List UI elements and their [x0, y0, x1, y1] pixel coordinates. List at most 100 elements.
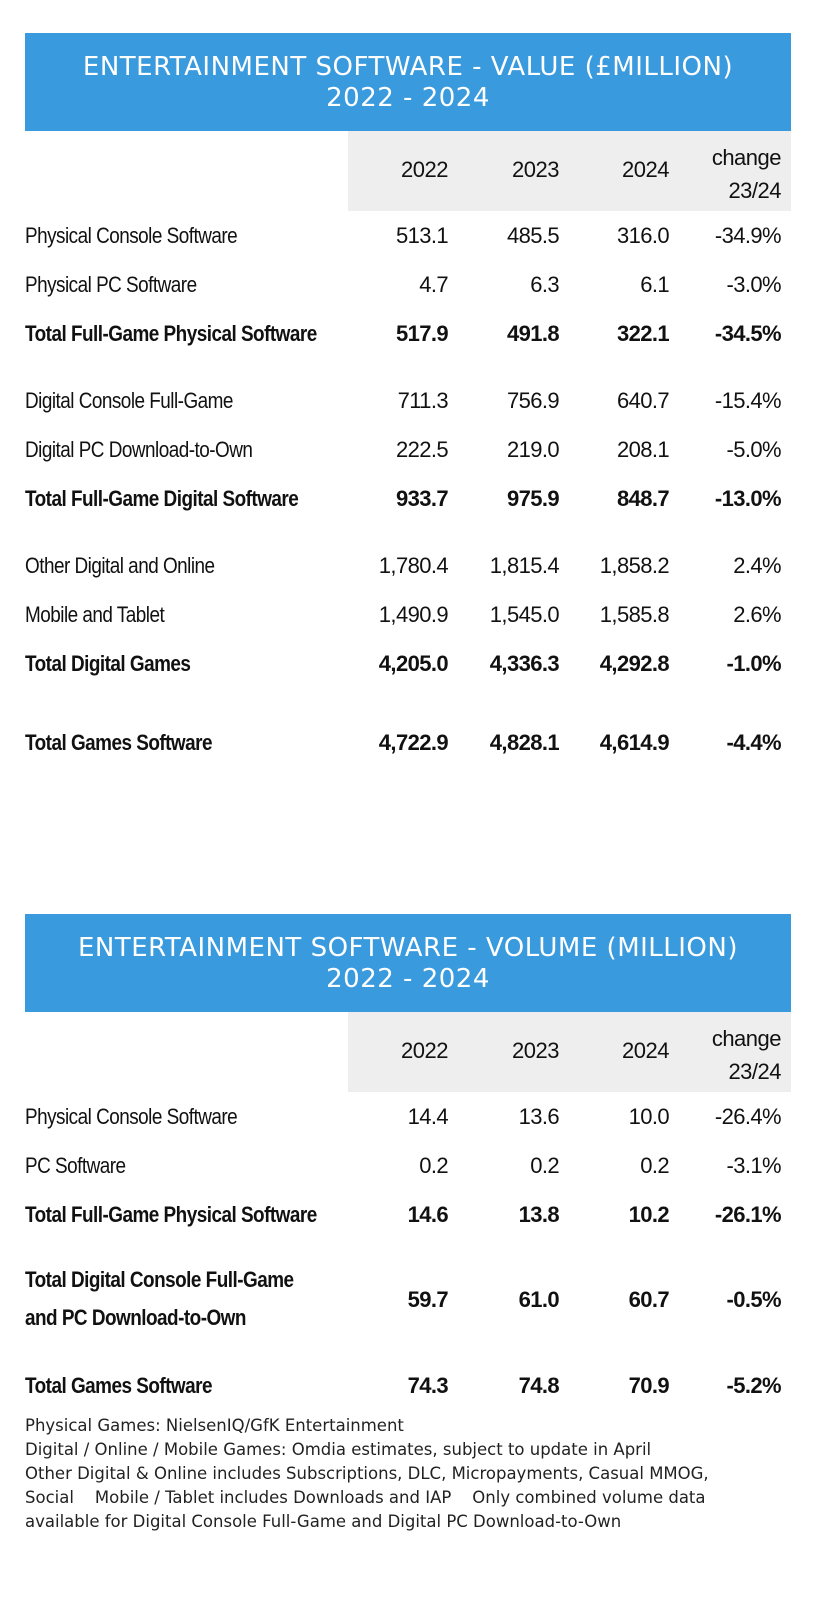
cell-2024: 70.9 [628, 1373, 670, 1398]
row-label: Digital Console Full-Game [25, 388, 233, 413]
row-label: Physical Console Software [25, 223, 238, 248]
row-label: Digital PC Download-to-Own [25, 437, 253, 462]
table-row-total: Total Full-Game Digital Software 933.7 9… [25, 474, 791, 523]
header-shade [348, 1012, 791, 1092]
cell-change: -3.1% [726, 1153, 782, 1178]
row-label: Mobile and Tablet [25, 602, 165, 627]
cell-2022: 59.7 [407, 1287, 449, 1312]
cell-2024: 640.7 [616, 388, 670, 413]
change-header-line2: 23/24 [728, 1059, 781, 1084]
table-row: Other Digital and Online 1,780.4 1,815.4… [25, 541, 791, 590]
value-title-line2: 2022 - 2024 [326, 83, 490, 113]
footnote-line: Digital / Online / Mobile Games: Omdia e… [25, 1440, 652, 1459]
cell-2022: 222.5 [395, 437, 449, 462]
change-header: change 23/24 [711, 1022, 782, 1088]
cell-2023: 975.9 [506, 486, 560, 511]
footnote-line: Other Digital & Online includes Subscrip… [25, 1464, 709, 1483]
cell-2022: 1,490.9 [378, 602, 449, 627]
cell-change: -3.0% [726, 272, 782, 297]
volume-column-header: 2022 2023 2024 change 23/24 [25, 1012, 791, 1092]
row-label: Total Games Software [25, 730, 213, 755]
row-label: PC Software [25, 1153, 126, 1178]
cell-2024: 10.2 [628, 1202, 670, 1227]
cell-2024: 4,614.9 [599, 730, 670, 755]
cell-2024: 4,292.8 [599, 651, 670, 676]
cell-2024: 60.7 [628, 1287, 670, 1312]
cell-change: -15.4% [714, 388, 782, 413]
header-shade [348, 131, 791, 211]
cell-2024: 316.0 [616, 223, 670, 248]
cell-2022: 711.3 [397, 388, 449, 413]
cell-2022: 74.3 [407, 1373, 449, 1398]
table-row-total: Total Full-Game Physical Software 517.9 … [25, 309, 791, 358]
row-label: Physical Console Software [25, 1104, 238, 1129]
volume-title-line2: 2022 - 2024 [326, 964, 490, 994]
cell-2023: 13.6 [518, 1104, 560, 1129]
table-row: Physical PC Software 4.7 6.3 6.1 -3.0% [25, 260, 791, 309]
change-header-line2: 23/24 [728, 178, 781, 203]
row-label: Total Full-Game Digital Software [25, 486, 299, 511]
cell-2022: 517.9 [395, 321, 449, 346]
row-label: Total Full-Game Physical Software [25, 1202, 317, 1227]
value-table-title: ENTERTAINMENT SOFTWARE - VALUE (£MILLION… [25, 33, 791, 131]
cell-2022: 14.4 [407, 1104, 449, 1129]
cell-2023: 219.0 [506, 437, 560, 462]
row-label: Other Digital and Online [25, 553, 215, 578]
year-2022-header: 2022 [401, 157, 448, 182]
cell-2023: 491.8 [506, 321, 560, 346]
cell-change: 2.6% [733, 602, 781, 627]
row-label: Physical PC Software [25, 272, 197, 297]
cell-2023: 4,336.3 [489, 651, 560, 676]
row-label: Total Digital Games [25, 651, 191, 676]
cell-2022: 1,780.4 [378, 553, 449, 578]
table-row: Digital Console Full-Game 711.3 756.9 64… [25, 376, 791, 425]
cell-2022: 4,205.0 [378, 651, 449, 676]
cell-2023: 13.8 [518, 1202, 560, 1227]
cell-2023: 485.5 [506, 223, 560, 248]
footnote-line: available for Digital Console Full-Game … [25, 1512, 622, 1531]
cell-2023: 6.3 [530, 272, 559, 297]
cell-change: 2.4% [733, 553, 781, 578]
cell-2023: 0.2 [530, 1153, 559, 1178]
year-2023-header: 2023 [512, 157, 559, 182]
cell-2023: 74.8 [518, 1373, 560, 1398]
table-row-grand-total: Total Games Software 4,722.9 4,828.1 4,6… [25, 718, 791, 767]
cell-2023: 4,828.1 [489, 730, 560, 755]
cell-2022: 933.7 [395, 486, 449, 511]
table-row-total: Total Full-Game Physical Software 14.6 1… [25, 1190, 791, 1239]
cell-2024: 10.0 [628, 1104, 670, 1129]
table-row: Physical Console Software 14.4 13.6 10.0… [25, 1092, 791, 1141]
cell-2022: 0.2 [419, 1153, 448, 1178]
table-row-total: Total Digital Games 4,205.0 4,336.3 4,29… [25, 639, 791, 688]
cell-2023: 1,815.4 [489, 553, 560, 578]
row-label: Total Full-Game Physical Software [25, 321, 317, 346]
footnote-line: Physical Games: NielsenIQ/GfK Entertainm… [25, 1416, 404, 1435]
cell-2024: 1,585.8 [599, 602, 670, 627]
cell-change: -4.4% [726, 730, 782, 755]
cell-change: -5.0% [726, 437, 782, 462]
volume-title-line1: ENTERTAINMENT SOFTWARE - VOLUME (MILLION… [78, 933, 738, 963]
table-row: Physical Console Software 513.1 485.5 31… [25, 211, 791, 260]
row-label: Total Digital Console Full-Game and PC D… [25, 1261, 294, 1337]
change-header: change 23/24 [711, 141, 782, 207]
cell-change: -34.9% [714, 223, 782, 248]
change-header-line1: change [711, 1026, 782, 1051]
table-row: Mobile and Tablet 1,490.9 1,545.0 1,585.… [25, 590, 791, 639]
value-table: ENTERTAINMENT SOFTWARE - VALUE (£MILLION… [25, 33, 791, 767]
cell-change: -26.4% [714, 1104, 782, 1129]
cell-2024: 848.7 [616, 486, 670, 511]
cell-change: -34.5% [714, 321, 782, 346]
table-row: Digital PC Download-to-Own 222.5 219.0 2… [25, 425, 791, 474]
year-2024-header: 2024 [622, 1038, 669, 1063]
cell-change: -13.0% [714, 486, 782, 511]
table-row-grand-total: Total Games Software 74.3 74.8 70.9 -5.2… [25, 1361, 791, 1410]
change-header-line1: change [711, 145, 782, 170]
cell-2024: 322.1 [616, 321, 670, 346]
year-2022-header: 2022 [401, 1038, 448, 1063]
cell-2022: 4,722.9 [378, 730, 449, 755]
table-row: PC Software 0.2 0.2 0.2 -3.1% [25, 1141, 791, 1190]
table-row-total: Total Digital Console Full-Game and PC D… [25, 1257, 791, 1343]
row-label-line1: Total Digital Console Full-Game [25, 1267, 294, 1292]
year-2023-header: 2023 [512, 1038, 559, 1063]
footnote-line: Social Mobile / Tablet includes Download… [25, 1488, 706, 1507]
